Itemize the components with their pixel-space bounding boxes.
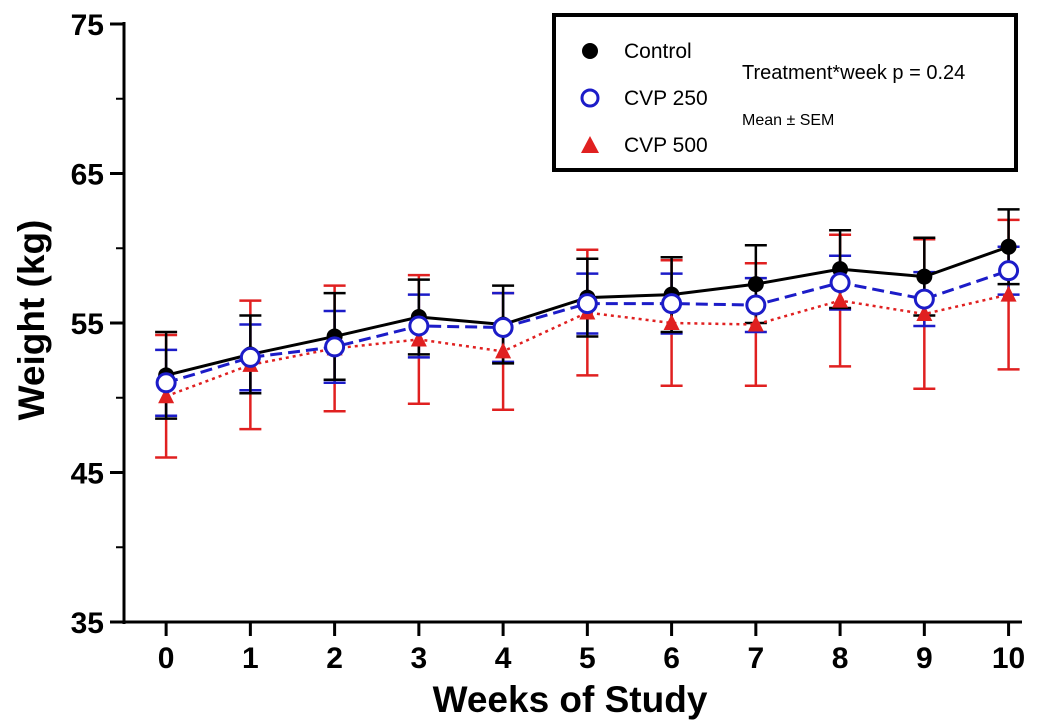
x-tick-label: 9 [916,642,933,675]
x-tick-label: 6 [663,642,680,675]
point-cvp-250 [913,288,935,310]
point-cvp-250 [745,294,767,316]
point-cvp-250 [576,293,598,315]
legend-control-marker [582,43,598,59]
line-cvp-500 [165,293,1009,398]
x-tick-label: 10 [992,642,1025,675]
point-cvp-500 [832,291,849,308]
point-control [916,268,933,285]
x-tick-label: 4 [495,642,512,675]
point-cvp-500 [495,342,512,359]
y-tick-label: 35 [71,607,104,640]
point-cvp-500 [747,315,764,332]
legend-cvp500-label: CVP 500 [624,134,708,157]
point-cvp-250 [155,372,177,394]
legend-cvp500-marker [581,136,599,153]
line-cvp-250 [165,269,1010,385]
point-cvp-250 [829,272,851,294]
x-tick-label: 5 [579,642,596,675]
legend-box [552,13,1018,172]
y-axis-title: Weight (kg) [11,220,52,421]
y-axis-ticks: 35 45 55 65 75 [71,9,124,640]
point-cvp-500 [158,387,175,404]
point-cvp-250 [661,293,683,315]
point-control [747,276,764,293]
x-tick-label: 1 [242,642,259,675]
legend: Control CVP 250 CVP 500 Treatment*week p… [552,13,1018,172]
point-cvp-250 [998,260,1020,282]
point-cvp-500 [916,305,933,322]
legend-cvp250-marker [580,88,600,108]
point-cvp-500 [410,330,427,347]
y-tick-label: 45 [71,458,104,491]
x-tick-label: 8 [832,642,849,675]
x-axis-title: Weeks of Study [433,679,708,720]
y-tick-label: 65 [71,159,104,192]
point-cvp-250 [408,315,430,337]
point-cvp-250 [324,336,346,358]
y-tick-label: 55 [71,308,104,341]
x-tick-label: 3 [411,642,428,675]
x-tick-label: 7 [747,642,764,675]
y-tick-label: 75 [71,9,104,42]
point-control [1000,238,1017,255]
x-axis-ticks: 0 1 2 3 4 5 6 7 8 9 10 [158,622,1025,675]
point-cvp-500 [663,314,680,330]
points-cvp-250 [155,260,1020,394]
mean-sem-annotation: Mean ± SEM [742,112,834,129]
x-tick-label: 0 [158,642,175,675]
legend-control-label: Control [624,40,692,63]
x-tick-label: 2 [326,642,343,675]
point-cvp-250 [239,346,261,368]
point-cvp-500 [1000,285,1017,302]
plot-layer [155,208,1020,459]
errorbars-cvp-500 [155,218,1020,459]
points-cvp-500 [158,285,1017,404]
point-cvp-250 [492,316,514,338]
treatment-week-p-annotation: Treatment*week p = 0.24 [742,62,965,84]
legend-cvp250-label: CVP 250 [624,87,708,110]
